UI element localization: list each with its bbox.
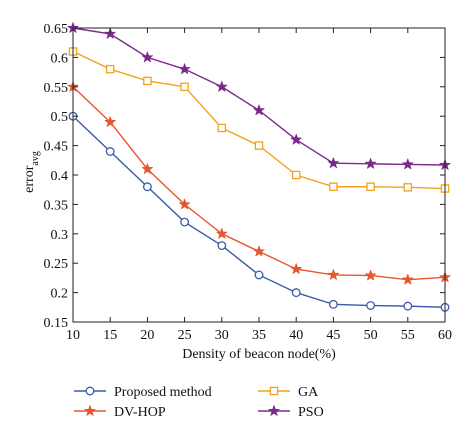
y-tick-label: 0.55: [44, 81, 69, 96]
legend: Proposed method GA DV-HOP PSO: [74, 385, 324, 420]
y-tick-label: 0.2: [51, 287, 69, 302]
y-tick-label: 0.25: [44, 257, 69, 272]
data-point-dv-hop: [290, 263, 302, 274]
data-point-pso: [216, 80, 228, 92]
data-point-dv-hop: [364, 269, 377, 281]
data-point-dv-hop: [104, 116, 116, 127]
x-tick-label: 55: [401, 328, 415, 343]
data-point-dv-hop: [216, 227, 228, 239]
x-tick-label: 40: [289, 328, 303, 343]
data-point-proposed-method: [366, 301, 376, 310]
x-tick-label: 50: [364, 328, 378, 343]
data-point-pso: [253, 104, 265, 116]
data-point-ga: [291, 170, 301, 180]
data-point-ga: [217, 123, 227, 133]
plot-area: [67, 22, 451, 312]
y-tick-label: 0.45: [44, 140, 69, 155]
legend-item-dv-hop: DV-HOP: [74, 405, 166, 420]
data-point-proposed-method: [328, 299, 338, 309]
y-tick-label: 0.3: [51, 228, 69, 243]
legend-label-dv-hop: DV-HOP: [114, 405, 166, 420]
x-tick-label: 45: [326, 328, 340, 343]
data-point-ga: [329, 182, 338, 192]
data-point-pso: [402, 158, 414, 170]
x-tick-label: 10: [66, 328, 80, 343]
series-pso: [67, 22, 451, 170]
legend-item-pso: PSO: [258, 405, 324, 420]
data-point-ga: [143, 76, 152, 86]
data-point-ga: [403, 183, 413, 192]
x-tick-label: 60: [438, 328, 452, 343]
data-point-proposed-method: [105, 147, 115, 156]
legend-label-pso: PSO: [298, 405, 324, 420]
y-axis-label: erroravg: [22, 151, 41, 193]
data-point-ga: [105, 64, 115, 74]
data-point-proposed-method: [217, 241, 227, 251]
x-tick-label: 20: [140, 328, 154, 343]
x-axis-label: Density of beacon node(%): [182, 347, 336, 362]
y-tick-label: 0.5: [51, 110, 69, 125]
data-point-pso: [178, 63, 191, 74]
data-point-dv-hop: [141, 163, 154, 174]
data-point-dv-hop: [178, 198, 191, 210]
legend-label-proposed-method: Proposed method: [114, 385, 212, 400]
y-axis-label-subscript: avg: [30, 151, 41, 165]
data-point-pso: [290, 133, 302, 145]
data-point-pso: [141, 51, 154, 63]
y-axis-label-main: error: [22, 165, 37, 193]
y-tick-label: 0.6: [51, 51, 69, 66]
data-point-proposed-method: [142, 182, 152, 192]
legend-label-ga: GA: [298, 385, 319, 400]
data-point-dv-hop: [327, 269, 340, 280]
series-dv-hop: [67, 80, 451, 285]
data-point-ga: [254, 141, 264, 150]
axes: 10 15 20 25 30 35 40 45 50 55 60 0.15 0.2 0.25 0.3 0.35…: [44, 22, 453, 343]
data-point-ga: [366, 182, 375, 192]
data-point-proposed-method: [291, 288, 301, 298]
y-tick-label: 0.15: [44, 316, 69, 331]
y-tick-label: 0.35: [44, 198, 69, 213]
data-point-dv-hop: [253, 245, 265, 257]
legend-item-ga: GA: [258, 385, 319, 400]
legend-marker-dv-hop: [84, 405, 96, 416]
legend-marker-pso: [268, 405, 280, 416]
y-tick-label: 0.65: [44, 22, 69, 37]
data-point-pso: [327, 157, 340, 169]
series-ga: [68, 47, 450, 193]
data-point-dv-hop: [402, 273, 414, 285]
data-point-proposed-method: [180, 217, 190, 227]
x-tick-label: 15: [103, 328, 117, 343]
series-line-ga: [72, 50, 446, 190]
x-tick-label: 30: [215, 328, 229, 343]
legend-item-proposed-method: Proposed method: [74, 385, 212, 400]
y-tick-label: 0.4: [51, 169, 69, 184]
series-proposed-method: [68, 111, 450, 312]
x-tick-label: 35: [252, 328, 266, 343]
data-point-pso: [364, 157, 377, 169]
data-point-proposed-method: [254, 270, 264, 280]
legend-marker-proposed-method: [85, 386, 95, 396]
data-point-ga: [180, 82, 189, 92]
x-tick-label: 25: [178, 328, 192, 343]
data-point-proposed-method: [403, 301, 413, 311]
legend-marker-ga: [269, 386, 279, 396]
data-point-pso: [104, 27, 116, 39]
